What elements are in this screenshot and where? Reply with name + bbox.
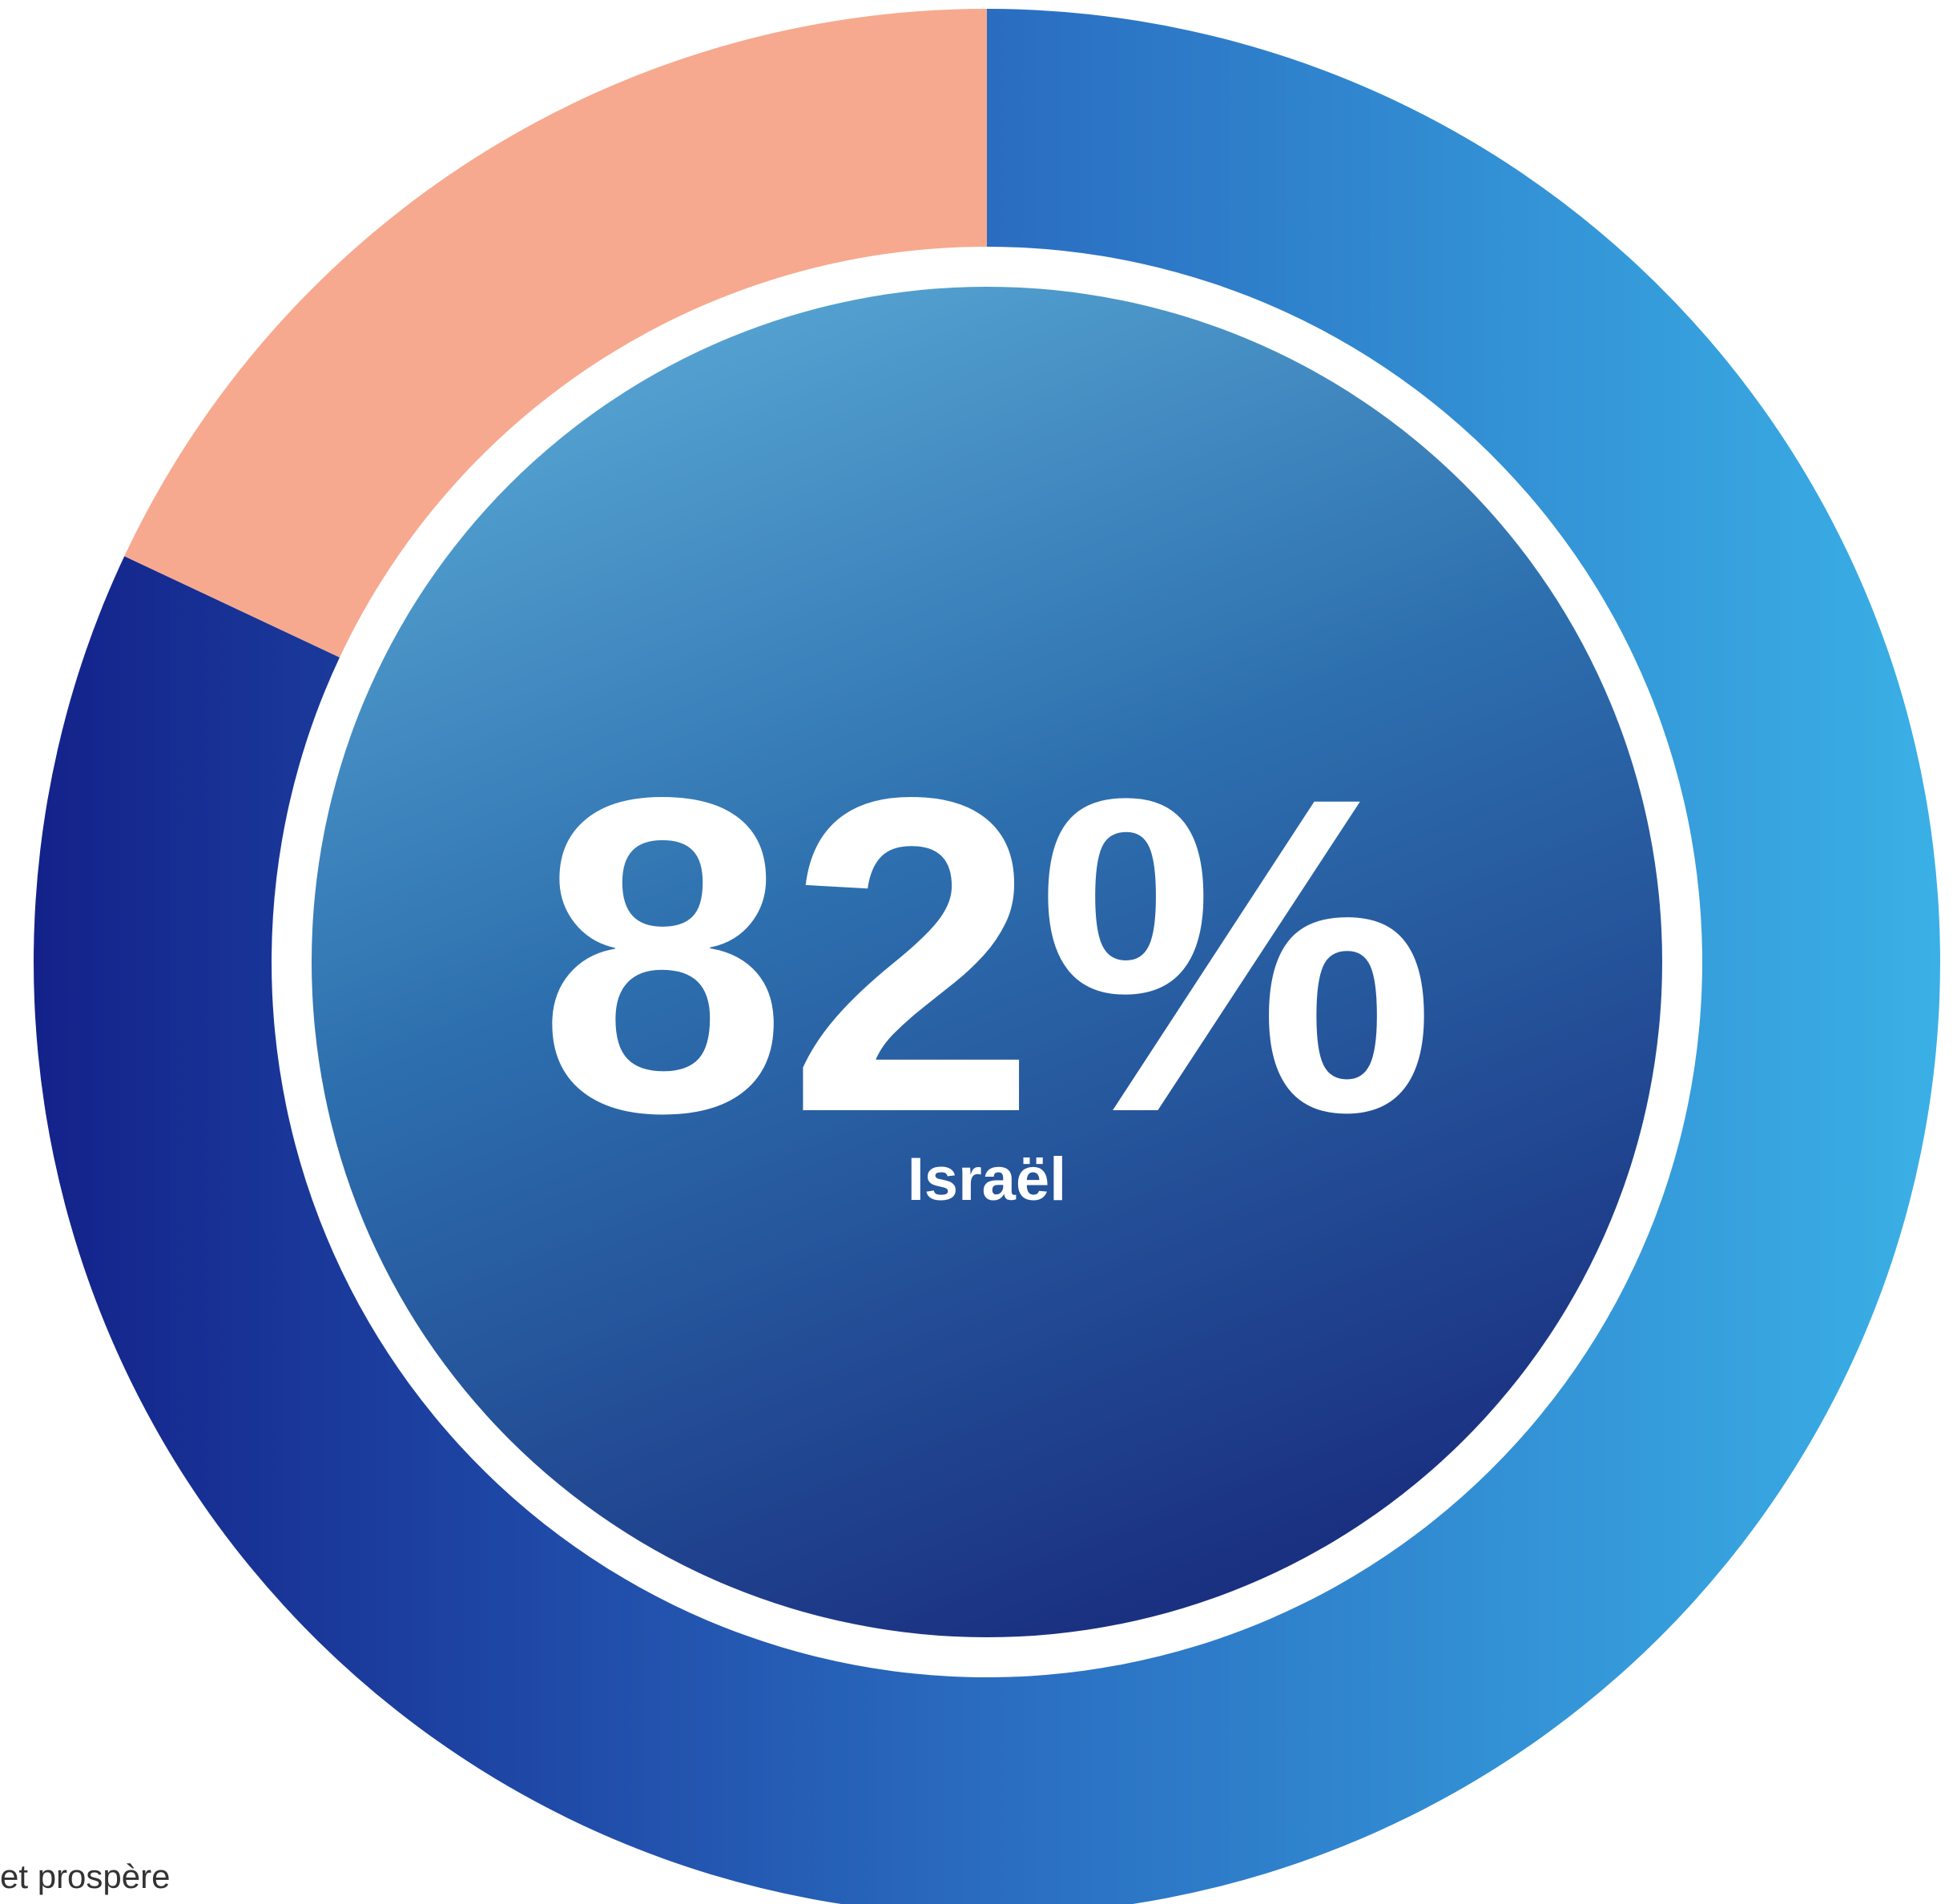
center-photo bbox=[312, 287, 1662, 1637]
donut-segment bbox=[124, 9, 987, 658]
category-label: Israël bbox=[908, 1145, 1067, 1214]
footnote: et prospère bbox=[0, 1858, 170, 1895]
donut-ring bbox=[34, 9, 1941, 1904]
value-label: 82% bbox=[538, 704, 1436, 1206]
